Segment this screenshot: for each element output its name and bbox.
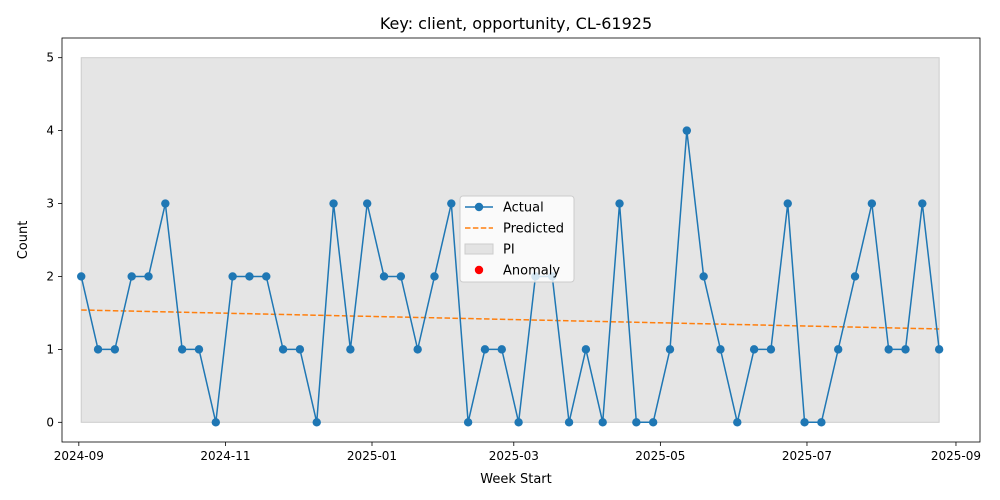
actual-point bbox=[901, 345, 910, 354]
y-tick-label: 1 bbox=[46, 342, 54, 356]
actual-point bbox=[766, 345, 776, 354]
actual-point bbox=[514, 418, 523, 427]
actual-point bbox=[867, 199, 877, 208]
y-tick-label: 2 bbox=[46, 269, 54, 283]
actual-point bbox=[396, 272, 406, 281]
actual-point bbox=[161, 199, 170, 208]
y-axis-title: Count bbox=[16, 221, 31, 260]
actual-point bbox=[463, 418, 473, 427]
legend-label: Predicted bbox=[503, 222, 564, 237]
actual-point bbox=[581, 345, 591, 354]
actual-point bbox=[817, 418, 826, 427]
actual-point bbox=[884, 345, 893, 354]
actual-point bbox=[615, 199, 624, 208]
x-tick-label: 2024-09 bbox=[54, 449, 104, 463]
actual-point bbox=[497, 345, 506, 354]
actual-point bbox=[346, 345, 355, 354]
actual-point bbox=[648, 418, 658, 427]
actual-point bbox=[430, 272, 439, 281]
actual-point bbox=[177, 345, 187, 354]
actual-point bbox=[110, 345, 120, 354]
actual-point bbox=[329, 199, 338, 208]
actual-point bbox=[194, 345, 204, 354]
legend-actual-marker bbox=[474, 202, 484, 212]
x-tick-label: 2025-03 bbox=[489, 449, 539, 463]
x-tick-label: 2025-01 bbox=[347, 449, 397, 463]
actual-point bbox=[245, 272, 254, 281]
actual-point bbox=[598, 418, 607, 427]
actual-point bbox=[447, 199, 456, 208]
actual-series-layer bbox=[77, 126, 944, 427]
legend-box bbox=[459, 195, 575, 283]
actual-point bbox=[699, 272, 708, 281]
actual-point bbox=[749, 345, 759, 354]
actual-point bbox=[312, 418, 321, 427]
x-axis: 2024-09 2024-11 2025-01 2025-03 2025-05 2025-… bbox=[54, 442, 981, 463]
actual-point bbox=[144, 272, 153, 281]
actual-point bbox=[632, 418, 641, 427]
y-tick-label: 4 bbox=[46, 124, 54, 138]
chart-title: Key: client, opportunity, CL-61925 bbox=[380, 14, 652, 33]
actual-point bbox=[379, 272, 389, 281]
actual-point bbox=[800, 418, 809, 427]
actual-point bbox=[783, 199, 792, 208]
legend-label: Anomaly bbox=[503, 264, 560, 279]
y-tick-label: 3 bbox=[46, 197, 54, 211]
actual-point bbox=[413, 345, 422, 354]
x-tick-label: 2025-07 bbox=[782, 449, 832, 463]
actual-point bbox=[850, 272, 860, 281]
legend-anomaly-marker bbox=[474, 265, 484, 275]
actual-line bbox=[80, 130, 940, 424]
x-tick-label: 2024-11 bbox=[200, 449, 250, 463]
predicted-line bbox=[81, 309, 940, 330]
actual-point bbox=[934, 345, 944, 354]
actual-point bbox=[733, 418, 742, 427]
actual-point bbox=[127, 272, 136, 281]
actual-point bbox=[716, 345, 725, 354]
actual-point bbox=[682, 126, 692, 135]
actual-point bbox=[278, 345, 288, 354]
actual-point bbox=[918, 199, 927, 208]
actual-point bbox=[262, 272, 271, 281]
y-tick-label: 5 bbox=[46, 51, 54, 65]
actual-point bbox=[77, 272, 86, 281]
actual-point bbox=[362, 199, 372, 208]
legend-label: PI bbox=[503, 243, 515, 258]
x-tick-label: 2025-09 bbox=[931, 449, 981, 463]
plot-frame bbox=[61, 37, 981, 443]
predicted-layer bbox=[81, 309, 940, 330]
actual-point bbox=[665, 345, 675, 354]
legend-label: Actual bbox=[503, 201, 544, 216]
y-axis: 0 1 2 3 4 5 bbox=[46, 51, 62, 429]
actual-point bbox=[480, 345, 490, 354]
legend: Actual Predicted PI Anomaly bbox=[459, 195, 575, 283]
legend-pi-swatch bbox=[464, 243, 494, 255]
actual-point bbox=[228, 272, 237, 281]
actual-point bbox=[295, 345, 305, 354]
actual-point bbox=[834, 345, 843, 354]
y-tick-label: 0 bbox=[46, 415, 54, 429]
x-tick-label: 2025-05 bbox=[635, 449, 685, 463]
actual-point bbox=[211, 418, 221, 427]
x-axis-title: Week Start bbox=[480, 472, 552, 487]
actual-point bbox=[564, 418, 574, 427]
actual-point bbox=[93, 345, 103, 354]
